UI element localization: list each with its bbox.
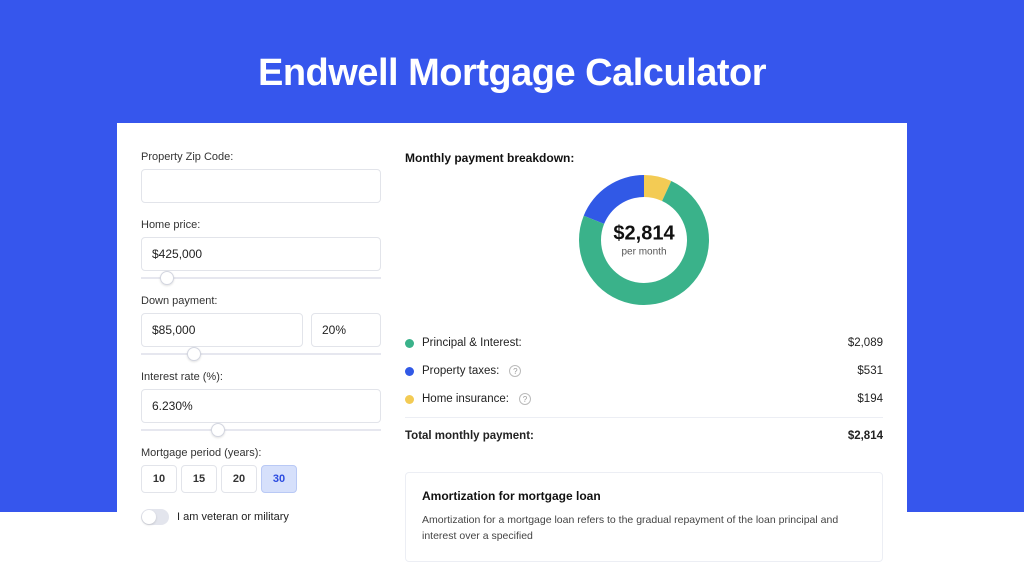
period-option-10[interactable]: 10	[141, 465, 177, 493]
donut-chart-wrapper: $2,814 per month	[405, 175, 883, 305]
zip-field-group: Property Zip Code:	[141, 151, 381, 203]
legend-dot-icon	[405, 367, 414, 376]
legend-value: $2,089	[848, 337, 883, 349]
donut-center: $2,814 per month	[613, 223, 674, 258]
legend-total-value: $2,814	[848, 430, 883, 442]
down-payment-input[interactable]	[141, 313, 303, 347]
legend-dot-icon	[405, 339, 414, 348]
down-payment-pct-input[interactable]	[311, 313, 381, 347]
legend-row: Home insurance:? $194	[405, 385, 883, 413]
period-option-20[interactable]: 20	[221, 465, 257, 493]
legend-label: Home insurance:	[422, 393, 509, 405]
veteran-toggle-row: I am veteran or military	[141, 509, 381, 525]
home-price-label: Home price:	[141, 219, 381, 231]
period-options-row: 10152030	[141, 465, 381, 493]
down-payment-slider[interactable]	[141, 353, 381, 355]
legend-divider	[405, 417, 883, 418]
amortization-title: Amortization for mortgage loan	[422, 489, 866, 503]
down-payment-field-group: Down payment:	[141, 295, 381, 355]
legend-total-label: Total monthly payment:	[405, 430, 534, 442]
veteran-toggle-knob	[142, 510, 156, 524]
home-price-slider[interactable]	[141, 277, 381, 279]
breakdown-column: Monthly payment breakdown: $2,814 per mo…	[405, 151, 883, 562]
home-price-input[interactable]	[141, 237, 381, 271]
amortization-text: Amortization for a mortgage loan refers …	[422, 513, 866, 545]
period-option-30[interactable]: 30	[261, 465, 297, 493]
veteran-toggle-label: I am veteran or military	[177, 511, 289, 523]
amortization-card: Amortization for mortgage loan Amortizat…	[405, 472, 883, 562]
calculator-card: Property Zip Code: Home price: Down paym…	[117, 123, 907, 586]
donut-sub: per month	[613, 247, 674, 258]
legend-value: $531	[857, 365, 883, 377]
zip-input[interactable]	[141, 169, 381, 203]
breakdown-title: Monthly payment breakdown:	[405, 151, 883, 165]
interest-rate-slider-thumb[interactable]	[211, 423, 225, 437]
interest-rate-input[interactable]	[141, 389, 381, 423]
info-icon[interactable]: ?	[509, 365, 521, 377]
interest-rate-label: Interest rate (%):	[141, 371, 381, 383]
period-label: Mortgage period (years):	[141, 447, 381, 459]
down-payment-label: Down payment:	[141, 295, 381, 307]
interest-rate-slider[interactable]	[141, 429, 381, 431]
legend-dot-icon	[405, 395, 414, 404]
legend-row: Property taxes:? $531	[405, 357, 883, 385]
hero-section: Endwell Mortgage Calculator Property Zip…	[0, 0, 1024, 512]
period-field-group: Mortgage period (years): 10152030	[141, 447, 381, 493]
interest-rate-field-group: Interest rate (%):	[141, 371, 381, 431]
legend-label: Property taxes:	[422, 365, 499, 377]
legend-label: Principal & Interest:	[422, 337, 522, 349]
period-option-15[interactable]: 15	[181, 465, 217, 493]
info-icon[interactable]: ?	[519, 393, 531, 405]
donut-amount: $2,814	[613, 223, 674, 246]
legend-list: Principal & Interest: $2,089 Property taxe…	[405, 329, 883, 450]
home-price-slider-thumb[interactable]	[160, 271, 174, 285]
zip-label: Property Zip Code:	[141, 151, 381, 163]
down-payment-slider-thumb[interactable]	[187, 347, 201, 361]
legend-value: $194	[857, 393, 883, 405]
legend-row: Principal & Interest: $2,089	[405, 329, 883, 357]
donut-segment	[584, 175, 644, 224]
form-column: Property Zip Code: Home price: Down paym…	[141, 151, 381, 562]
page-title: Endwell Mortgage Calculator	[0, 52, 1024, 95]
home-price-field-group: Home price:	[141, 219, 381, 279]
legend-total-row: Total monthly payment: $2,814	[405, 422, 883, 450]
veteran-toggle[interactable]	[141, 509, 169, 525]
